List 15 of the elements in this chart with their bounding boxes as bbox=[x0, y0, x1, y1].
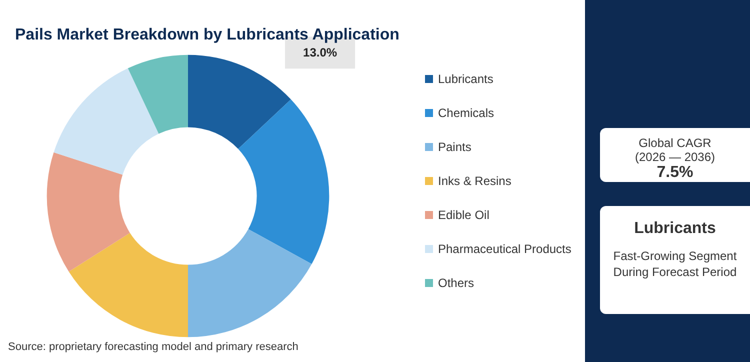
text: Lubricants bbox=[633, 220, 717, 238]
legend-label: Lubricants bbox=[438, 72, 494, 86]
chart-title: Pails Market Breakdown by Lubricants Application bbox=[15, 26, 400, 44]
data-label: 13.0% bbox=[303, 46, 338, 60]
source-note: Source: proprietary forecasting model and primary research bbox=[8, 341, 298, 353]
text: Fast-Growing Segment During Forecast Period bbox=[612, 248, 738, 280]
legend-label: Pharmaceutical Products bbox=[438, 242, 572, 256]
text: (2026 — 2036) bbox=[634, 150, 716, 164]
legend-label: Others bbox=[438, 276, 474, 290]
legend-label: Edible Oil bbox=[438, 208, 490, 222]
legend-label: Inks & Resins bbox=[438, 174, 512, 188]
legend-label: Chemicals bbox=[438, 106, 494, 120]
text: 7.5% bbox=[656, 164, 694, 182]
legend-label: Paints bbox=[438, 140, 472, 154]
text: Global CAGR bbox=[638, 136, 712, 150]
